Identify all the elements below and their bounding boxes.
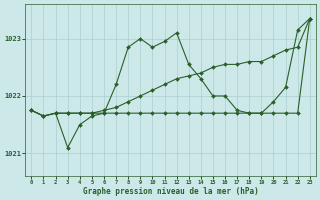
X-axis label: Graphe pression niveau de la mer (hPa): Graphe pression niveau de la mer (hPa) [83, 187, 259, 196]
